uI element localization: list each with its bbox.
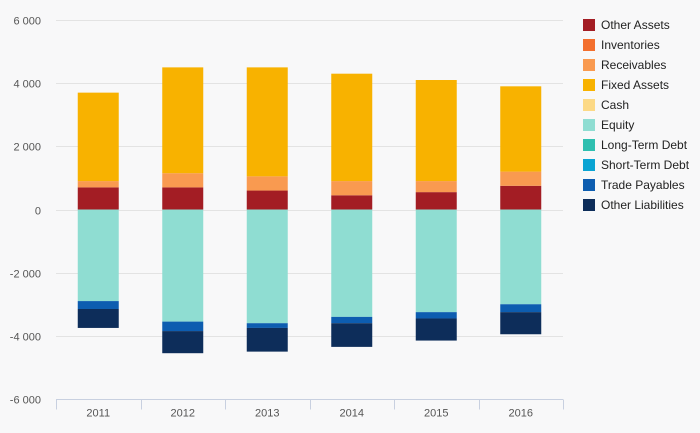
x-tick-label: 2014 [340,408,364,420]
legend-swatch [583,19,595,31]
x-tick-label: 2015 [424,408,448,420]
legend-label: Long-Term Debt [601,138,688,152]
legend-swatch [583,139,595,151]
x-tick-label: 2016 [509,408,533,420]
bar-segment [77,181,119,188]
y-tick-label: 6 000 [13,16,41,28]
legend-label: Inventories [601,38,660,52]
x-tick-label: 2012 [171,408,195,420]
bar-segment [77,209,119,302]
legend-label: Trade Payables [601,178,685,192]
legend-item[interactable]: Long-Term Debt [583,138,688,152]
legend: Other Assets Inventories Receivables Fixed … [583,18,690,212]
legend-label: Receivables [601,58,666,72]
legend-swatch [583,99,595,111]
legend-label: Short-Term Debt [601,158,690,172]
bar-segment [500,304,542,313]
legend-label: Cash [601,98,629,112]
y-tick-label: 0 [35,206,41,218]
legend-item[interactable]: Short-Term Debt [583,158,690,172]
bar-segment [246,176,288,191]
legend-swatch [583,119,595,131]
legend-item[interactable]: Cash [583,98,629,112]
grid [56,20,563,400]
bar-segment [331,209,373,317]
bars [77,67,542,354]
bar-segment [415,181,457,193]
x-tick-label: 2013 [255,408,279,420]
bar-segment [77,92,119,182]
bar-segment [162,67,204,174]
x-tick-label: 2011 [86,408,110,420]
y-tick-label: -2 000 [10,269,41,281]
legend-item[interactable]: Receivables [583,58,666,72]
legend-label: Other Assets [601,18,670,32]
legend-swatch [583,59,595,71]
bar-segment [246,67,288,177]
y-axis: 6 000 4 000 2 000 0 -2 000 -4 000 -6 000 [10,16,41,407]
bar-segment [415,209,457,313]
bar-segment [331,195,373,210]
bar-segment [77,308,119,328]
legend-swatch [583,199,595,211]
legend-item[interactable]: Other Assets [583,18,670,32]
bar-segment [246,327,288,352]
bar-segment [500,209,542,305]
bar-segment [162,331,204,354]
bar-segment [331,181,373,196]
bar-segment [415,312,457,319]
x-axis: 2011 2012 2013 2014 2015 2016 [56,399,564,420]
bar-segment [415,192,457,210]
y-tick-label: -6 000 [10,395,41,407]
bar-segment [500,185,542,210]
bar-segment [162,321,204,332]
bar-segment [500,171,542,186]
bar-segment [415,80,457,182]
bar-segment [77,187,119,210]
legend-item[interactable]: Other Liabilities [583,198,684,212]
legend-swatch [583,179,595,191]
legend-swatch [583,159,595,171]
bar-segment [162,187,204,210]
bar-segment [331,316,373,324]
bar-segment [162,209,204,322]
legend-item[interactable]: Equity [583,118,634,132]
bar-segment [77,301,119,309]
legend-swatch [583,39,595,51]
bar-segment [246,209,288,324]
bar-segment [246,323,288,328]
legend-label: Fixed Assets [601,78,669,92]
y-tick-label: 4 000 [13,79,41,91]
y-tick-label: 2 000 [13,142,41,154]
bar-segment [500,312,542,335]
bar-segment [331,323,373,347]
bar-segment [415,318,457,341]
legend-label: Other Liabilities [601,198,684,212]
legend-item[interactable]: Inventories [583,38,660,52]
legend-swatch [583,79,595,91]
bar-segment [500,86,542,172]
bar-segment [331,73,373,182]
bar-segment [162,173,204,188]
legend-item[interactable]: Fixed Assets [583,78,669,92]
legend-label: Equity [601,118,634,132]
y-tick-label: -4 000 [10,332,41,344]
legend-item[interactable]: Trade Payables [583,178,685,192]
bar-segment [246,190,288,210]
